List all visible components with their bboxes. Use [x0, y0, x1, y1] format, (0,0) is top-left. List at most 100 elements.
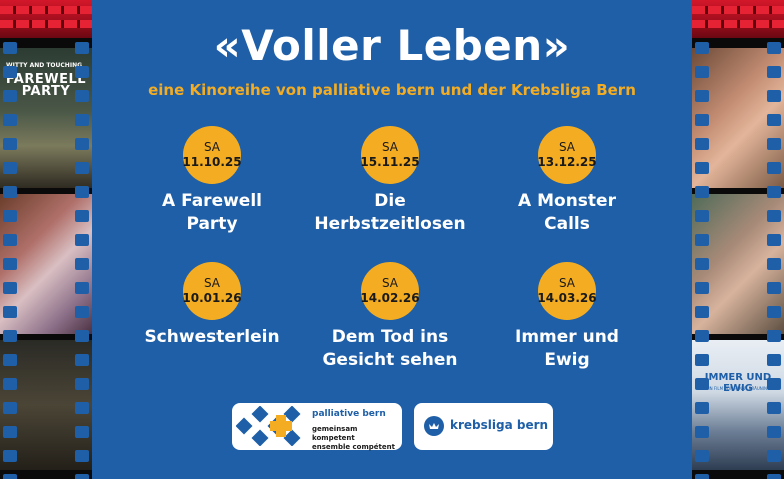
sprocket-hole — [75, 474, 89, 479]
date-badge: SA 14.03.26 — [537, 262, 597, 320]
krebsliga-bern-logo: krebsliga bern — [414, 403, 553, 450]
sprocket-hole — [3, 162, 17, 174]
date-badge: SA 15.11.25 — [360, 126, 420, 184]
sprocket-hole — [3, 282, 17, 294]
left-filmstrip: WITTY AND TOUCHING FAREWELL PARTY — [0, 0, 92, 479]
event-card: SA 10.01.26 Schwesterlein — [112, 262, 312, 349]
cinema-seats-image — [0, 0, 92, 38]
sprocket-hole — [767, 378, 781, 390]
sprocket-hole — [75, 162, 89, 174]
sprocket-hole — [767, 162, 781, 174]
sprocket-hole — [767, 90, 781, 102]
sprocket-hole — [75, 330, 89, 342]
sprocket-hole — [3, 66, 17, 78]
krebsliga-icon — [424, 416, 444, 436]
poster-title: FAREWELL PARTY — [5, 72, 87, 99]
sprocket-hole — [3, 234, 17, 246]
palliative-bern-logo: palliative bern gemeinsam kompetent ensem… — [232, 403, 402, 451]
sprocket-hole — [695, 42, 709, 54]
sprocket-hole — [695, 210, 709, 222]
event-card: SA 13.12.25 A Monster Calls — [467, 126, 667, 236]
sprocket-hole — [695, 474, 709, 479]
sprocket-hole — [3, 426, 17, 438]
sprocket-hole — [3, 330, 17, 342]
sprocket-hole — [695, 426, 709, 438]
sprocket-hole — [3, 306, 17, 318]
sprocket-hole — [767, 42, 781, 54]
sprocket-hole — [3, 378, 17, 390]
sprocket-hole — [695, 90, 709, 102]
sprocket-hole — [767, 282, 781, 294]
sprocket-hole — [75, 210, 89, 222]
sprocket-hole — [695, 258, 709, 270]
sprocket-hole — [767, 450, 781, 462]
sprocket-hole — [3, 186, 17, 198]
sprocket-hole — [75, 306, 89, 318]
sprocket-hole — [695, 330, 709, 342]
poster-subtitle: EIN FILM VON FANNY BRÄUNING — [705, 386, 771, 391]
sprocket-hole — [767, 474, 781, 479]
palliative-name: palliative bern — [312, 409, 386, 419]
sprocket-hole — [767, 138, 781, 150]
sprocket-hole — [695, 162, 709, 174]
film-title: Dem Tod ins Gesicht sehen — [322, 327, 458, 370]
date-badge: SA 11.10.25 — [182, 126, 242, 184]
sprocket-hole — [75, 450, 89, 462]
sprocket-hole — [75, 114, 89, 126]
date-badge: SA 14.02.26 — [360, 262, 420, 320]
sprocket-hole — [75, 378, 89, 390]
sprocket-hole — [695, 66, 709, 78]
sprocket-hole — [3, 474, 17, 479]
sprocket-hole — [3, 210, 17, 222]
cinema-seats-image — [692, 0, 784, 38]
sprocket-hole — [695, 114, 709, 126]
sprocket-hole — [767, 354, 781, 366]
palliative-cross-icon — [236, 406, 301, 446]
event-card: SA 15.11.25 Die Herbstzeitlosen — [290, 126, 490, 236]
sprocket-hole — [75, 138, 89, 150]
film-title: Die Herbstzeitlosen — [314, 191, 466, 234]
sprocket-hole — [695, 402, 709, 414]
sprocket-hole — [75, 426, 89, 438]
palliative-tagline: gemeinsam kompetent ensemble compétent — [312, 425, 395, 451]
page-subtitle: eine Kinoreihe von palliative bern und d… — [148, 81, 636, 99]
sprocket-hole — [767, 426, 781, 438]
poster-title: IMMER UND EWIG — [704, 372, 772, 394]
sprocket-hole — [767, 114, 781, 126]
sprocket-hole — [3, 354, 17, 366]
sprocket-hole — [75, 90, 89, 102]
sprocket-hole — [767, 210, 781, 222]
sprocket-hole — [3, 90, 17, 102]
sprocket-hole — [3, 402, 17, 414]
poster-tagline: WITTY AND TOUCHING — [6, 62, 83, 69]
film-title: A Farewell Party — [162, 191, 262, 234]
film-title: Immer und Ewig — [515, 327, 619, 370]
sprocket-hole — [695, 282, 709, 294]
sprocket-hole — [695, 138, 709, 150]
sprocket-hole — [75, 234, 89, 246]
sprocket-hole — [767, 186, 781, 198]
event-card: SA 11.10.25 A Farewell Party — [112, 126, 312, 236]
sprocket-hole — [75, 258, 89, 270]
sprocket-hole — [695, 306, 709, 318]
sprocket-hole — [75, 354, 89, 366]
sprocket-hole — [767, 66, 781, 78]
sprocket-hole — [695, 234, 709, 246]
sprocket-hole — [3, 114, 17, 126]
sprocket-hole — [767, 234, 781, 246]
right-filmstrip: IMMER UND EWIG EIN FILM VON FANNY BRÄUNI… — [692, 0, 784, 479]
sprocket-hole — [767, 330, 781, 342]
date-badge: SA 13.12.25 — [537, 126, 597, 184]
sprocket-hole — [75, 402, 89, 414]
sprocket-hole — [3, 138, 17, 150]
sprocket-hole — [3, 258, 17, 270]
event-card: SA 14.03.26 Immer und Ewig — [467, 262, 667, 372]
date-badge: SA 10.01.26 — [182, 262, 242, 320]
sprocket-hole — [767, 258, 781, 270]
sprocket-hole — [3, 450, 17, 462]
event-card: SA 14.02.26 Dem Tod ins Gesicht sehen — [290, 262, 490, 372]
sprocket-hole — [3, 42, 17, 54]
sprocket-hole — [695, 378, 709, 390]
sprocket-hole — [695, 450, 709, 462]
sprocket-hole — [75, 282, 89, 294]
